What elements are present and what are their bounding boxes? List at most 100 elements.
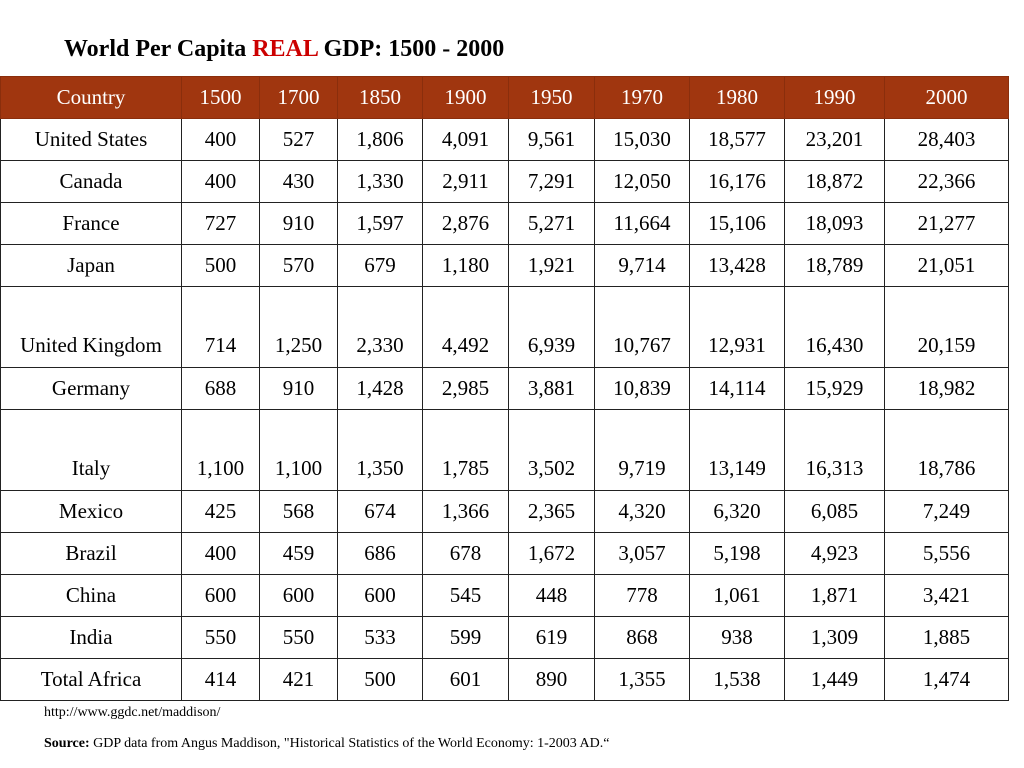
- gdp-value-cell: 686: [337, 532, 423, 575]
- table-body: United States 400 527 1,806 4,091 9,561 15,030…: [0, 118, 1009, 701]
- country-cell: Germany: [0, 367, 182, 410]
- gdp-value-cell: 3,881: [508, 367, 595, 410]
- gdp-value-cell: 448: [508, 574, 595, 617]
- gdp-value-cell: 5,271: [508, 202, 595, 245]
- gdp-value-cell: 18,789: [784, 244, 885, 287]
- country-cell: Italy: [0, 409, 182, 491]
- gdp-value-cell: 9,714: [594, 244, 690, 287]
- gdp-value-cell: 7,249: [884, 490, 1009, 533]
- slide-title: World Per Capita REAL GDP: 1500 - 2000: [64, 30, 504, 68]
- source-text: GDP data from Angus Maddison, "Historica…: [89, 736, 610, 751]
- gdp-value-cell: 600: [337, 574, 423, 617]
- table-header-row: Country 1500 1700 1850 1900 1950 1970 1980 1990 2…: [0, 76, 1009, 119]
- gdp-value-cell: 1,180: [422, 244, 509, 287]
- gdp-value-cell: 7,291: [508, 160, 595, 203]
- gdp-value-cell: 12,931: [689, 286, 785, 368]
- title-accent: REAL: [252, 36, 318, 62]
- gdp-value-cell: 1,100: [181, 409, 260, 491]
- gdp-value-cell: 15,106: [689, 202, 785, 245]
- gdp-value-cell: 2,330: [337, 286, 423, 368]
- gdp-value-cell: 1,250: [259, 286, 338, 368]
- gdp-value-cell: 13,149: [689, 409, 785, 491]
- gdp-value-cell: 18,982: [884, 367, 1009, 410]
- gdp-value-cell: 619: [508, 616, 595, 659]
- country-cell: United States: [0, 118, 182, 161]
- gdp-value-cell: 910: [259, 202, 338, 245]
- gdp-value-cell: 6,320: [689, 490, 785, 533]
- column-header-year: 1500: [181, 76, 260, 119]
- gdp-value-cell: 9,561: [508, 118, 595, 161]
- gdp-value-cell: 16,313: [784, 409, 885, 491]
- column-header-year: 1970: [594, 76, 690, 119]
- gdp-value-cell: 890: [508, 658, 595, 701]
- gdp-value-cell: 778: [594, 574, 690, 617]
- gdp-value-cell: 12,050: [594, 160, 690, 203]
- gdp-value-cell: 400: [181, 532, 260, 575]
- gdp-value-cell: 2,911: [422, 160, 509, 203]
- gdp-value-cell: 400: [181, 118, 260, 161]
- table-row: Canada 400 430 1,330 2,911 7,291 12,050 16,176 1…: [0, 160, 1009, 203]
- gdp-value-cell: 1,597: [337, 202, 423, 245]
- gdp-value-cell: 9,719: [594, 409, 690, 491]
- table-row: India 550 550 533 599 619 868 938 1,309 1,885: [0, 616, 1009, 659]
- country-cell: India: [0, 616, 182, 659]
- gdp-value-cell: 1,366: [422, 490, 509, 533]
- gdp-value-cell: 1,061: [689, 574, 785, 617]
- column-header-year: 1900: [422, 76, 509, 119]
- gdp-value-cell: 1,428: [337, 367, 423, 410]
- gdp-value-cell: 500: [337, 658, 423, 701]
- gdp-value-cell: 6,939: [508, 286, 595, 368]
- gdp-value-cell: 938: [689, 616, 785, 659]
- gdp-value-cell: 714: [181, 286, 260, 368]
- gdp-value-cell: 16,430: [784, 286, 885, 368]
- source-url: http://www.ggdc.net/maddison/: [44, 705, 221, 720]
- column-header-year: 1990: [784, 76, 885, 119]
- gdp-value-cell: 414: [181, 658, 260, 701]
- gdp-table: Country 1500 1700 1850 1900 1950 1970 1980 1990 2…: [0, 76, 1009, 701]
- gdp-value-cell: 500: [181, 244, 260, 287]
- gdp-value-cell: 1,806: [337, 118, 423, 161]
- table-row: Total Africa 414 421 500 601 890 1,355 1,538 1,4…: [0, 658, 1009, 701]
- table-row: Mexico 425 568 674 1,366 2,365 4,320 6,320 6,085…: [0, 490, 1009, 533]
- gdp-value-cell: 550: [259, 616, 338, 659]
- country-cell: France: [0, 202, 182, 245]
- title-suffix: GDP: 1500 - 2000: [317, 36, 505, 62]
- gdp-value-cell: 570: [259, 244, 338, 287]
- gdp-value-cell: 15,030: [594, 118, 690, 161]
- gdp-value-cell: 674: [337, 490, 423, 533]
- gdp-value-cell: 28,403: [884, 118, 1009, 161]
- gdp-value-cell: 600: [259, 574, 338, 617]
- gdp-value-cell: 679: [337, 244, 423, 287]
- gdp-value-cell: 727: [181, 202, 260, 245]
- gdp-value-cell: 16,176: [689, 160, 785, 203]
- gdp-value-cell: 533: [337, 616, 423, 659]
- country-cell: China: [0, 574, 182, 617]
- column-header-year: 1980: [689, 76, 785, 119]
- gdp-value-cell: 20,159: [884, 286, 1009, 368]
- country-cell: Mexico: [0, 490, 182, 533]
- gdp-value-cell: 4,091: [422, 118, 509, 161]
- source-citation: Source: GDP data from Angus Maddison, "H…: [44, 736, 609, 752]
- table-row: Brazil 400 459 686 678 1,672 3,057 5,198 4,923 5,…: [0, 532, 1009, 575]
- gdp-value-cell: 1,100: [259, 409, 338, 491]
- gdp-value-cell: 10,839: [594, 367, 690, 410]
- gdp-value-cell: 14,114: [689, 367, 785, 410]
- gdp-value-cell: 4,923: [784, 532, 885, 575]
- gdp-value-cell: 3,421: [884, 574, 1009, 617]
- gdp-value-cell: 910: [259, 367, 338, 410]
- column-header-year: 1700: [259, 76, 338, 119]
- gdp-value-cell: 545: [422, 574, 509, 617]
- gdp-value-cell: 1,538: [689, 658, 785, 701]
- gdp-value-cell: 18,577: [689, 118, 785, 161]
- gdp-value-cell: 6,085: [784, 490, 885, 533]
- gdp-value-cell: 688: [181, 367, 260, 410]
- gdp-value-cell: 400: [181, 160, 260, 203]
- gdp-value-cell: 1,672: [508, 532, 595, 575]
- source-label: Source:: [44, 736, 90, 751]
- gdp-value-cell: 23,201: [784, 118, 885, 161]
- gdp-value-cell: 430: [259, 160, 338, 203]
- gdp-value-cell: 568: [259, 490, 338, 533]
- column-header-year: 1850: [337, 76, 423, 119]
- table-row: Germany 688 910 1,428 2,985 3,881 10,839 14,114…: [0, 367, 1009, 410]
- gdp-value-cell: 425: [181, 490, 260, 533]
